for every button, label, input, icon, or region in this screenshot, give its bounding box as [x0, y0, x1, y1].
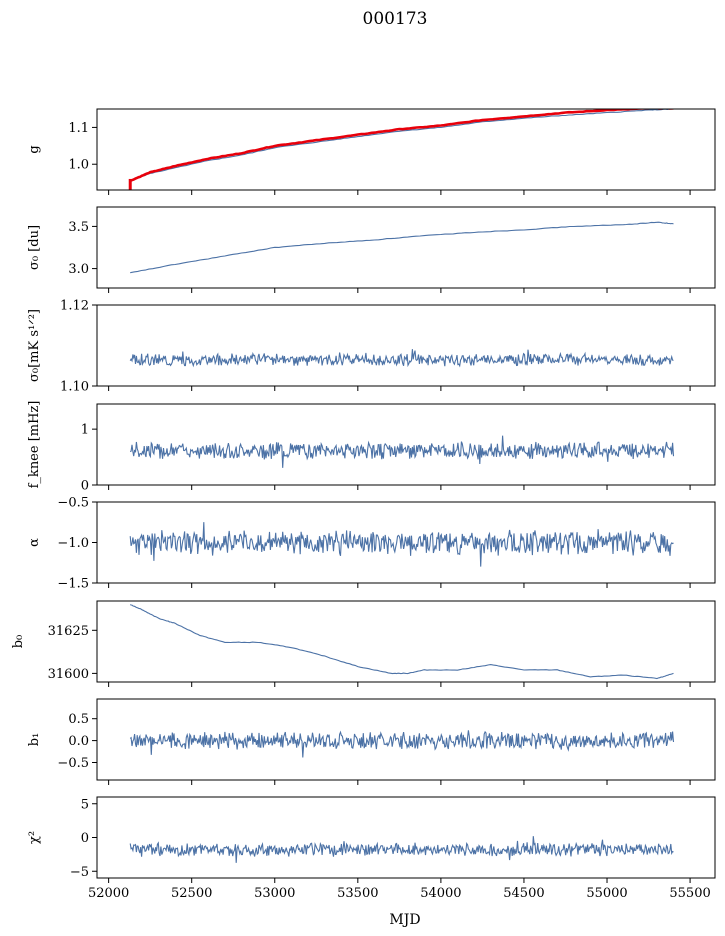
x-tick-label-4: 54000: [420, 886, 461, 901]
panel-frame-7: [96, 796, 716, 879]
y-tick-label-6-0: −0.5: [57, 756, 89, 771]
y-axis-label-1: σ₀ [du]: [27, 225, 42, 270]
y-tick-label-3-1: 1: [81, 423, 89, 438]
y-tick-label-5-1: 31625: [48, 624, 89, 639]
panel-frame-5: [96, 600, 716, 683]
x-tick-label-1: 52500: [171, 886, 212, 901]
y-tick-label-7-2: 5: [81, 797, 89, 812]
x-tick-label-3: 53500: [337, 886, 378, 901]
panel-frame-1: [96, 206, 716, 289]
y-axis-label-4: α: [27, 538, 42, 547]
panel-frame-3: [96, 403, 716, 486]
y-axis-label-5: b₀: [11, 635, 26, 649]
y-tick-label-4-2: −0.5: [57, 496, 89, 511]
y-tick-label-1-1: 3.5: [68, 220, 89, 235]
y-axis-label-7: χ²: [27, 831, 42, 844]
series-line-2-0: [129, 349, 674, 368]
x-tick-label-7: 55500: [669, 886, 710, 901]
y-tick-label-4-1: −1.0: [57, 536, 89, 551]
panels: 1.0 1.1 g 3.0 3.5 σ₀ [du] 1.10 1.12 σ₀[mK s¹ᐟ²] 0…: [11, 108, 716, 901]
y-axis-label-2: σ₀[mK s¹ᐟ²]: [27, 309, 42, 382]
series-line-4-0: [129, 522, 674, 567]
x-tick-label-6: 55000: [586, 886, 627, 901]
series-line-1-0: [130, 221, 674, 274]
x-tick-label-0: 52000: [88, 886, 129, 901]
y-tick-label-6-2: 0.5: [68, 712, 89, 727]
figure-title: 000173: [363, 9, 428, 29]
series-line-6-0: [129, 730, 675, 758]
y-tick-label-3-0: 0: [81, 479, 89, 494]
y-tick-label-7-0: −5: [70, 865, 89, 880]
y-tick-label-1-0: 3.0: [68, 262, 89, 277]
panel-frame-0: [96, 108, 716, 191]
x-tick-label-2: 53000: [254, 886, 295, 901]
y-axis-label-6: b₁: [27, 733, 42, 747]
y-tick-label-6-1: 0.0: [68, 734, 89, 749]
x-axis-label: MJD: [389, 912, 420, 928]
y-axis-label-0: g: [27, 145, 42, 153]
y-tick-label-4-0: −1.5: [57, 577, 89, 592]
series-line-5-0: [129, 604, 674, 680]
y-tick-label-5-0: 31600: [48, 667, 89, 682]
y-axis-label-3: f_knee [mHz]: [27, 401, 42, 489]
series-line-0-1: [129, 109, 674, 182]
series-line-0-0: [130, 109, 674, 182]
series-line-3-0: [129, 435, 675, 468]
panel-frame-6: [96, 698, 716, 781]
y-tick-label-2-1: 1.12: [60, 299, 89, 314]
y-tick-label-7-1: 0: [81, 831, 89, 846]
x-tick-label-5: 54500: [503, 886, 544, 901]
y-tick-label-2-0: 1.10: [60, 380, 89, 395]
series-line-7-0: [129, 836, 674, 863]
panel-frame-2: [96, 304, 716, 387]
y-tick-label-0-0: 1.0: [68, 158, 89, 173]
y-tick-label-0-1: 1.1: [68, 121, 89, 136]
